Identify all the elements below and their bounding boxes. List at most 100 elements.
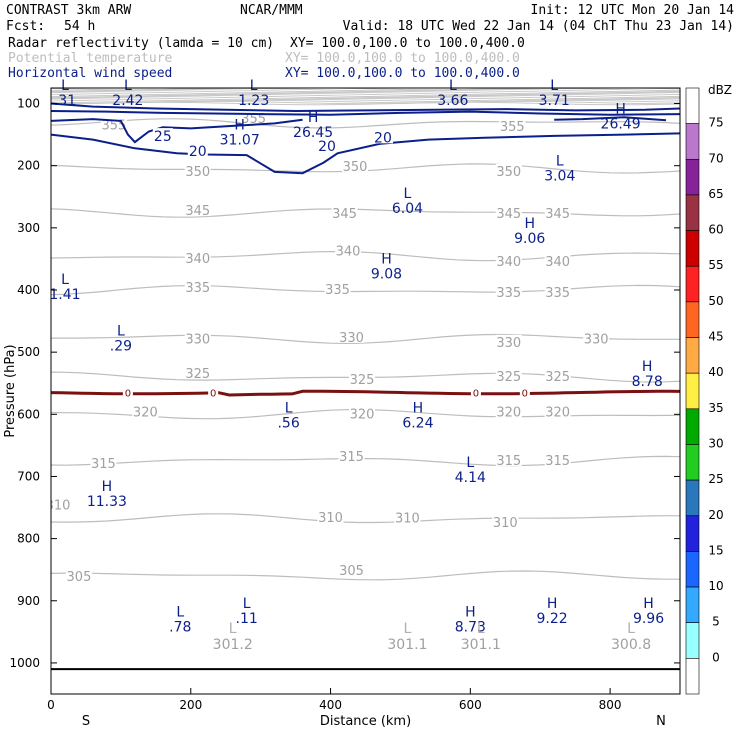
wind-extremum-kind: L <box>61 78 69 94</box>
wind-extremum-kind: L <box>449 78 457 94</box>
wind-extremum-kind: H <box>547 596 558 612</box>
theta-label: 355 <box>101 118 126 133</box>
theta-label-bg <box>495 404 522 418</box>
colorbar-label: 40 <box>708 365 723 379</box>
theta-label-bg <box>495 285 522 299</box>
x-tick-label: 200 <box>179 698 202 712</box>
wind-extremum-value: 3.04 <box>544 169 575 185</box>
wind-extremum-value: 3.66 <box>437 93 468 109</box>
wind-label-bg <box>152 128 173 143</box>
wind-extremum-kind: H <box>524 216 535 232</box>
theta-label-bg <box>342 158 369 172</box>
colorbar-bin-30 <box>685 444 700 481</box>
theta-label-bg <box>583 331 610 345</box>
zero-dbz-label: 0 <box>522 389 528 400</box>
colorbar-bin-10 <box>685 586 700 624</box>
wind-label-bg <box>317 138 338 153</box>
zero-dbz-label: 0 <box>210 389 216 400</box>
wind-extremum-value: 11.33 <box>87 494 127 510</box>
theta-label-bg <box>544 452 571 466</box>
colorbar-label: 25 <box>708 472 723 486</box>
zero-label-bg <box>122 386 133 397</box>
wind-extremum-kind: L <box>404 186 412 202</box>
colorbar-bin-35 <box>685 408 700 445</box>
fcst-value: 54 h <box>64 19 95 34</box>
theta-label: 350 <box>185 165 210 180</box>
theta-label-bg <box>51 497 71 511</box>
wind-extremum-value: .78 <box>169 619 191 635</box>
wind-extremum-kind: H <box>615 101 626 117</box>
wind-extremum-kind: L <box>61 272 69 288</box>
wind-extremum-value: 8.78 <box>632 374 663 390</box>
theta-label-bg <box>544 369 571 383</box>
theta-label-bg <box>338 329 365 343</box>
wind-contour-3 <box>51 132 680 175</box>
colorbar-label: 20 <box>708 508 723 522</box>
theta-label: 340 <box>545 255 570 270</box>
theta-label-bg <box>495 452 522 466</box>
wind-extremum-kind: L <box>124 78 132 94</box>
wind-extremum-value: 6.04 <box>392 201 423 217</box>
theta-label-bg <box>184 331 211 345</box>
colorbar-bin-70 <box>685 158 700 196</box>
theta-label: 310 <box>46 499 71 514</box>
theta-label: 305 <box>67 570 92 585</box>
x-tick-label: 0 <box>47 698 55 712</box>
wind-extremum-value: .29 <box>110 338 132 354</box>
wind-extremum-value: 31.07 <box>220 133 260 149</box>
x-end-label-north: N <box>656 714 666 729</box>
wind-extremum-value: 4.14 <box>455 470 486 486</box>
wind-extremum-kind: L <box>243 596 251 612</box>
theta-label: 335 <box>325 283 350 298</box>
wind-extremum-kind: L <box>556 154 564 170</box>
theta-contour-340 <box>51 251 680 262</box>
wind-extremum-kind: H <box>381 251 392 267</box>
wind-extremum-value: .56 <box>277 415 299 431</box>
wind-extremum-value: 9.08 <box>371 266 402 282</box>
colorbar-bin-20 <box>685 515 700 552</box>
colorbar-label: 0 <box>712 650 720 664</box>
y-tick-label: 1000 <box>9 656 40 670</box>
wind-extremum-value: 3.71 <box>539 93 570 109</box>
wind-extremum-value: 2.42 <box>112 93 143 109</box>
wind-contour-1 <box>51 110 680 116</box>
wind-contour-label: 20 <box>318 139 336 155</box>
theta-label: 335 <box>496 286 521 301</box>
theta-label-bg <box>184 365 211 379</box>
theta-label: 310 <box>493 516 518 531</box>
theta-label-bg <box>394 510 421 524</box>
theta-extremum-value: 301.2 <box>213 637 253 653</box>
colorbar-label: 55 <box>708 258 723 272</box>
theta-label: 340 <box>336 244 361 259</box>
colorbar-label: 75 <box>708 116 723 130</box>
theta-label: 330 <box>185 333 210 348</box>
wind-extremum-value: 9.22 <box>537 611 568 627</box>
theta-label-bg <box>335 243 362 257</box>
field-xy-reflectivity: XY= 100.0,100.0 to 100.0,400.0 <box>290 36 525 51</box>
wind-extremum-value: 1.23 <box>238 93 269 109</box>
colorbar-bin-75 <box>685 123 700 160</box>
theta-contour-315 <box>51 455 680 467</box>
theta-label: 330 <box>339 331 364 346</box>
x-tick-label: 400 <box>319 698 342 712</box>
wind-label-bg <box>372 129 393 144</box>
theta-label: 320 <box>545 405 570 420</box>
y-tick-label: 200 <box>17 159 40 173</box>
wind-contour-4 <box>554 116 667 122</box>
theta-contour-355 <box>51 118 680 129</box>
colorbar-bin-55 <box>685 265 700 303</box>
theta-extremum-kind: L <box>627 621 635 637</box>
wind-contour-0 <box>51 102 680 113</box>
colorbar-label: 5 <box>712 615 720 629</box>
wind-extremum-kind: L <box>285 400 293 416</box>
theta-label: 325 <box>185 367 210 382</box>
x-axis-title: Distance (km) <box>320 714 411 729</box>
valid-label: Valid: 18 UTC Wed 22 Jan 14 (04 ChT Thu … <box>343 19 734 34</box>
y-tick-label: 100 <box>17 97 40 111</box>
theta-label: 350 <box>496 165 521 180</box>
y-axis-title: Pressure (hPa) <box>3 344 18 437</box>
field-name-wind: Horizontal wind speed <box>8 66 172 81</box>
center-label: NCAR/MMM <box>240 3 303 18</box>
theta-label-bg <box>495 369 522 383</box>
